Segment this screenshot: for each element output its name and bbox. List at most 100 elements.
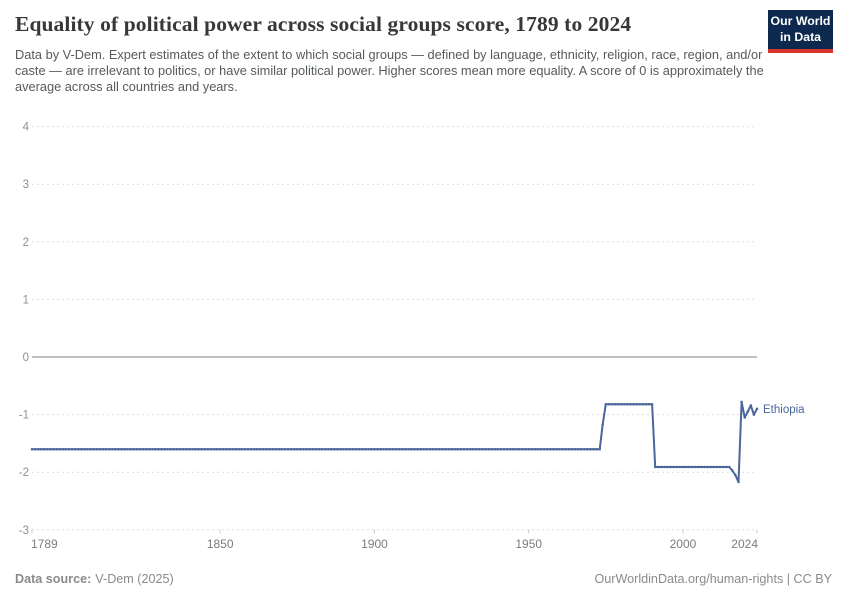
data-point	[30, 447, 34, 451]
data-point	[752, 413, 756, 416]
data-point	[246, 447, 250, 451]
data-point	[737, 480, 740, 484]
data-point	[740, 400, 743, 404]
data-point	[749, 404, 753, 407]
data-point	[55, 447, 58, 451]
data-point	[613, 402, 617, 406]
data-point	[163, 447, 166, 451]
data-point	[101, 447, 105, 451]
data-point	[465, 447, 469, 451]
data-point	[416, 447, 419, 451]
data-point	[209, 447, 213, 451]
data-point	[505, 447, 509, 451]
data-point	[471, 447, 475, 451]
data-point	[388, 447, 392, 451]
data-point	[678, 465, 682, 469]
data-point	[422, 447, 426, 451]
data-point	[110, 447, 114, 451]
data-point	[647, 402, 651, 406]
data-point	[67, 447, 71, 451]
data-point	[194, 447, 197, 451]
data-point	[157, 447, 160, 451]
data-point	[626, 402, 629, 406]
data-point	[160, 447, 163, 451]
x-axis-label: 1950	[515, 537, 542, 551]
data-point	[92, 447, 95, 451]
data-point	[706, 465, 709, 469]
data-point	[200, 447, 203, 451]
data-point	[141, 447, 145, 451]
data-point	[231, 447, 234, 451]
data-point	[657, 465, 660, 469]
data-point	[576, 447, 580, 451]
y-axis-label: 2	[23, 237, 29, 249]
data-point	[573, 447, 577, 451]
owid-logo[interactable]: Our World in Data	[768, 10, 833, 53]
data-point	[552, 447, 555, 451]
data-point	[441, 447, 444, 451]
data-point	[138, 447, 142, 451]
data-point	[589, 447, 592, 451]
data-point	[681, 465, 685, 469]
data-point	[197, 447, 200, 451]
data-point	[49, 447, 52, 451]
data-point	[456, 447, 459, 451]
data-point	[348, 447, 352, 451]
chart-title: Equality of political power across socia…	[15, 12, 632, 36]
data-point	[450, 447, 453, 451]
data-point	[333, 447, 336, 451]
data-point	[292, 447, 296, 451]
data-source: Data source: V-Dem (2025)	[15, 572, 174, 586]
data-point	[499, 447, 503, 451]
data-point	[743, 416, 746, 419]
data-point	[277, 447, 281, 451]
data-point	[558, 447, 561, 451]
data-point	[508, 447, 512, 451]
data-point	[117, 447, 120, 451]
data-point	[188, 447, 191, 451]
credit-link[interactable]: OurWorldinData.org/human-rights | CC BY	[594, 572, 832, 586]
data-point	[311, 447, 314, 451]
data-point	[475, 447, 478, 451]
data-point	[151, 447, 154, 451]
data-point	[215, 447, 219, 451]
data-point	[191, 447, 194, 451]
data-point	[280, 447, 284, 451]
data-point	[345, 447, 348, 451]
data-point	[70, 447, 74, 451]
data-point	[114, 447, 117, 451]
series-line-ethiopia[interactable]	[31, 400, 758, 483]
data-point	[502, 447, 506, 451]
data-point	[89, 447, 92, 451]
data-point	[727, 465, 731, 469]
series-end-label[interactable]: Ethiopia	[763, 404, 805, 416]
data-source-label: Data source:	[15, 572, 92, 586]
data-point	[694, 465, 697, 469]
data-point	[428, 447, 432, 451]
data-point	[579, 447, 583, 451]
data-point	[265, 447, 268, 451]
data-point	[521, 447, 524, 451]
data-point	[586, 447, 589, 451]
data-point	[123, 447, 126, 451]
data-point	[542, 447, 546, 451]
data-point	[175, 447, 179, 451]
data-point	[40, 447, 43, 451]
data-point	[206, 447, 210, 451]
data-point	[660, 465, 663, 469]
y-axis-label: 3	[23, 179, 29, 191]
data-point	[370, 447, 373, 451]
data-point	[404, 447, 407, 451]
data-point	[487, 447, 490, 451]
data-point	[462, 447, 466, 451]
data-point	[262, 447, 265, 451]
data-point	[570, 447, 574, 451]
data-point	[317, 447, 321, 451]
data-point	[339, 447, 342, 451]
data-point	[367, 447, 370, 451]
data-point	[394, 447, 398, 451]
y-axis-label: 4	[23, 122, 30, 134]
data-point	[286, 447, 290, 451]
